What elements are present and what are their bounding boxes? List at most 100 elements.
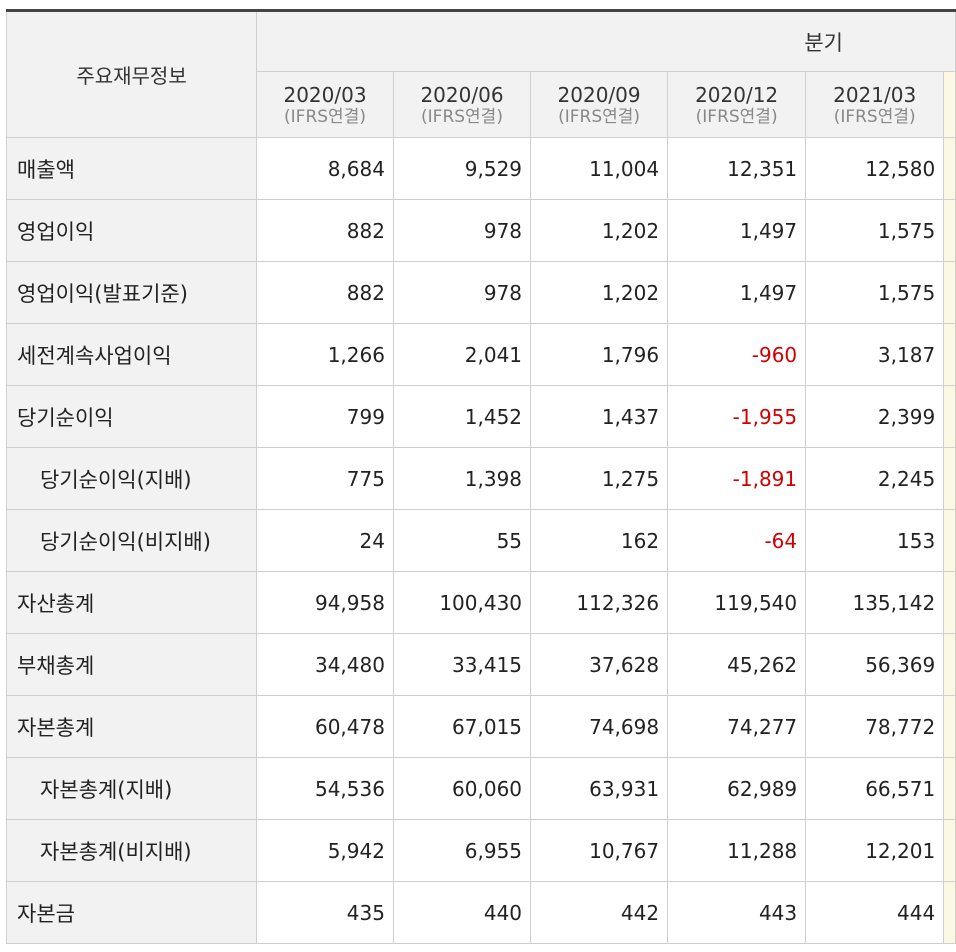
- value-cell: 12,580: [805, 137, 945, 200]
- value-cell: 1,796: [530, 323, 669, 386]
- value-cell: 78,772: [805, 695, 945, 758]
- row-label: 자본금: [5, 881, 258, 944]
- value-cell: 5,942: [256, 819, 394, 882]
- value-cell: -960: [667, 323, 807, 386]
- value-cell: 119,540: [667, 571, 807, 634]
- next-column-edge: [943, 385, 956, 448]
- table-row: 당기순이익 799 1,452 1,437 -1,955 2,399: [5, 385, 956, 448]
- table-row: 영업이익 882 978 1,202 1,497 1,575: [5, 199, 956, 262]
- value-cell: 882: [256, 261, 394, 324]
- value-cell: 442: [530, 881, 669, 944]
- value-cell: 1,398: [392, 447, 532, 510]
- value-cell: 37,628: [530, 633, 669, 696]
- value-cell: -64: [667, 509, 807, 572]
- value-cell: 11,004: [530, 137, 669, 200]
- value-cell: 9,529: [392, 137, 532, 200]
- value-cell: 60,060: [392, 757, 532, 820]
- next-column-edge: [943, 757, 956, 820]
- row-label: 당기순이익(비지배): [5, 509, 258, 572]
- value-cell: 12,351: [667, 137, 807, 200]
- value-cell: 6,955: [392, 819, 532, 882]
- value-cell: 24: [256, 509, 394, 572]
- header-row-group: 주요재무정보 분기: [5, 10, 956, 138]
- table-row: 매출액 8,684 9,529 11,004 12,351 12,580: [5, 137, 956, 200]
- value-cell: 978: [392, 199, 532, 262]
- next-column-edge: [943, 199, 956, 262]
- period-label: 2020/06: [420, 82, 504, 107]
- next-column-edge: [943, 881, 956, 944]
- value-cell: 45,262: [667, 633, 807, 696]
- value-cell: 55: [392, 509, 532, 572]
- period-label: 2020/09: [557, 82, 641, 107]
- period-header: 2020/06 (IFRS연결): [392, 71, 532, 138]
- value-cell: 10,767: [530, 819, 669, 882]
- value-cell: 1,202: [530, 261, 669, 324]
- basis-label: (IFRS연결): [421, 106, 503, 127]
- next-column-edge: [943, 137, 956, 200]
- row-label: 자본총계: [5, 695, 258, 758]
- value-cell: 33,415: [392, 633, 532, 696]
- period-header: 2020/09 (IFRS연결): [530, 71, 669, 138]
- value-cell: -1,891: [667, 447, 807, 510]
- value-cell: 799: [256, 385, 394, 448]
- value-cell: 1,266: [256, 323, 394, 386]
- value-cell: -1,955: [667, 385, 807, 448]
- next-column-edge: [943, 509, 956, 572]
- period-label: 2020/12: [695, 82, 779, 107]
- value-cell: 74,698: [530, 695, 669, 758]
- table-body: 매출액 8,684 9,529 11,004 12,351 12,580 영업이익 882 97…: [5, 137, 956, 944]
- table-row: 당기순이익(비지배) 24 55 162 -64 153: [5, 509, 956, 572]
- next-column-edge: [943, 695, 956, 758]
- basis-label: (IFRS연결): [284, 106, 366, 127]
- period-header: 2021/03 (IFRS연결): [805, 71, 945, 138]
- value-cell: 62,989: [667, 757, 807, 820]
- value-cell: 775: [256, 447, 394, 510]
- row-label: 당기순이익: [5, 385, 258, 448]
- period-header: 2020/12 (IFRS연결): [667, 71, 807, 138]
- period-label: 2021/03: [833, 82, 917, 107]
- value-cell: 135,142: [805, 571, 945, 634]
- row-label: 매출액: [5, 137, 258, 200]
- value-cell: 978: [392, 261, 532, 324]
- table-row: 세전계속사업이익 1,266 2,041 1,796 -960 3,187: [5, 323, 956, 386]
- basis-label: (IFRS연결): [558, 106, 641, 127]
- row-label: 부채총계: [5, 633, 258, 696]
- value-cell: 435: [256, 881, 394, 944]
- header-row-periods: 2020/03 (IFRS연결) 2020/06 (IFRS연결) 2020/0…: [7, 71, 956, 138]
- table-row: 자산총계 94,958 100,430 112,326 119,540 135,142: [5, 571, 956, 634]
- value-cell: 882: [256, 199, 394, 262]
- row-label: 자산총계: [5, 571, 258, 634]
- value-cell: 1,575: [805, 199, 945, 262]
- value-cell: 100,430: [392, 571, 532, 634]
- period-header: 2020/03 (IFRS연결): [256, 71, 394, 138]
- value-cell: 1,275: [530, 447, 669, 510]
- value-cell: 443: [667, 881, 807, 944]
- value-cell: 1,452: [392, 385, 532, 448]
- value-cell: 60,478: [256, 695, 394, 758]
- corner-header: 주요재무정보: [5, 10, 258, 138]
- value-cell: 54,536: [256, 757, 394, 820]
- next-column-edge: [943, 633, 956, 696]
- value-cell: 1,202: [530, 199, 669, 262]
- value-cell: 1,437: [530, 385, 669, 448]
- row-label: 자본총계(비지배): [5, 819, 258, 882]
- basis-label: (IFRS연결): [833, 106, 916, 127]
- value-cell: 162: [530, 509, 669, 572]
- next-column-edge: [943, 71, 956, 138]
- value-cell: 1,497: [667, 199, 807, 262]
- value-cell: 63,931: [530, 757, 669, 820]
- value-cell: 12,201: [805, 819, 945, 882]
- value-cell: 2,245: [805, 447, 945, 510]
- value-cell: 444: [805, 881, 945, 944]
- value-cell: 56,369: [805, 633, 945, 696]
- next-column-edge: [943, 323, 956, 386]
- table-row: 자본총계(지배) 54,536 60,060 63,931 62,989 66,571: [5, 757, 956, 820]
- quarterly-group-header: 분기: [256, 10, 956, 72]
- next-column-edge: [943, 819, 956, 882]
- next-column-edge: [943, 261, 956, 324]
- value-cell: 11,288: [667, 819, 807, 882]
- row-label: 영업이익(발표기준): [5, 261, 258, 324]
- value-cell: 440: [392, 881, 532, 944]
- row-label: 영업이익: [5, 199, 258, 262]
